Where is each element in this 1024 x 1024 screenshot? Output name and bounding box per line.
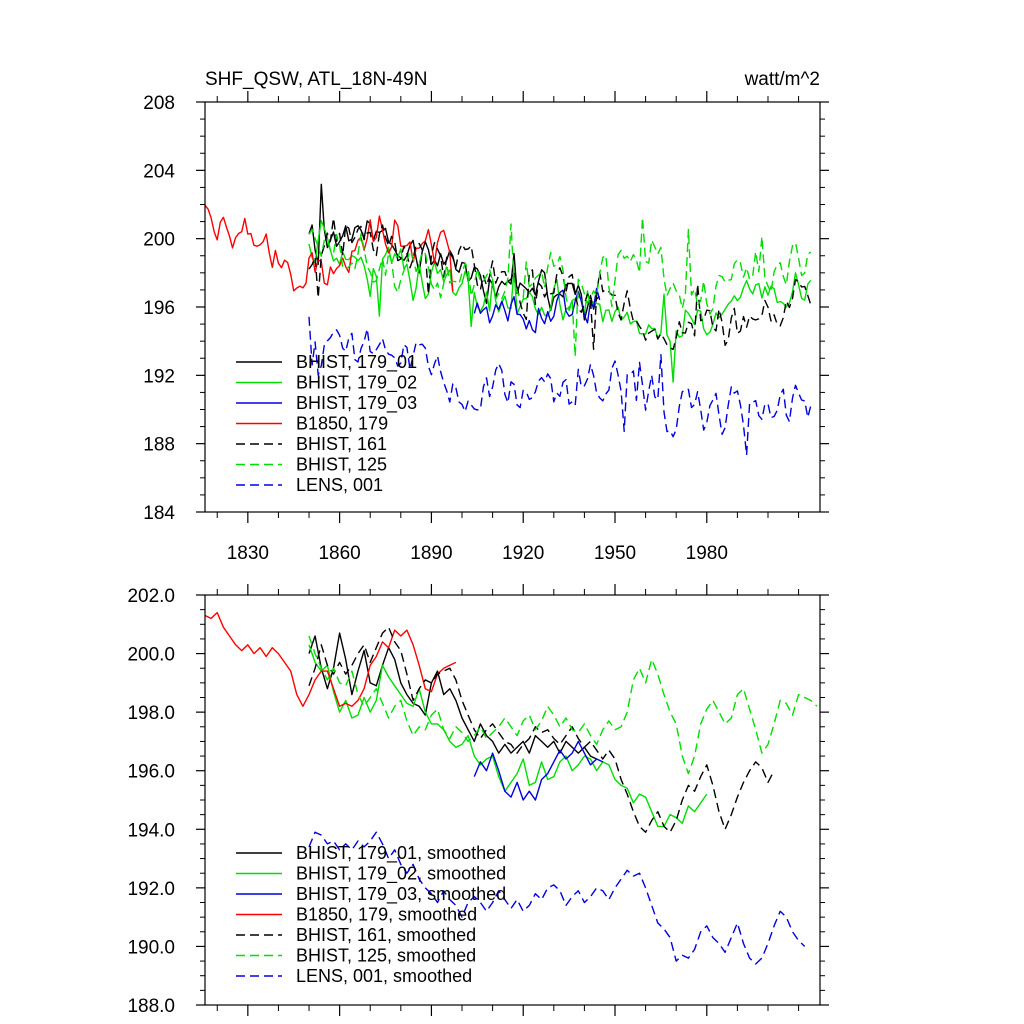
y-tick-label: 196: [143, 298, 175, 319]
series-line-2: [473, 740, 604, 801]
legend-label: BHIST, 161, smoothed: [296, 925, 476, 945]
series-line-5: [308, 635, 818, 775]
legend-label: BHIST, 161: [296, 434, 387, 454]
legend-label: BHIST, 179_02, smoothed: [296, 864, 506, 885]
series-line-1: [308, 644, 708, 828]
y-tick-label: 192.0: [127, 879, 175, 900]
x-tick-label: 1920: [502, 543, 544, 564]
legend-label: B1850, 179, smoothed: [296, 905, 477, 925]
y-tick-label: 200.0: [127, 645, 175, 666]
y-tick-label: 198.0: [127, 703, 175, 724]
legend-label: BHIST, 179_01, smoothed: [296, 843, 506, 864]
series-line-0: [308, 632, 597, 760]
x-tick-label: 1950: [594, 543, 636, 564]
series-line-4: [308, 626, 775, 833]
y-tick-label: 188: [143, 435, 175, 456]
plot-frame: [204, 101, 821, 513]
series-line-1: [308, 220, 812, 383]
bottom-panel: 188.0 190.0 192.0 194.0 196.0 198.0 200.0 202.0…: [127, 584, 829, 1017]
series-line-2: [473, 287, 601, 334]
top-panel: 184 188 192 196 200 204 208 1830 1860 1890 1920 195…: [143, 69, 829, 564]
y-tick-label: 208: [143, 93, 175, 114]
chart-title: SHF_QSW, ATL_18N-49N: [205, 69, 427, 90]
legend-label: BHIST, 125: [296, 455, 387, 475]
y-tick-label: 190.0: [127, 937, 175, 958]
legend-label: LENS, 001, smoothed: [296, 966, 472, 986]
y-tick-label: 196.0: [127, 762, 175, 783]
units-label: watt/m^2: [744, 69, 820, 90]
legend-label: BHIST, 179_03: [296, 393, 417, 414]
series-line-5: [308, 216, 812, 358]
legend-label: B1850, 179: [296, 414, 388, 434]
legend-label: BHIST, 179_01: [296, 352, 417, 373]
y-tick-label: 194.0: [127, 820, 175, 841]
y-tick-label: 188.0: [127, 996, 175, 1017]
x-tick-label: 1890: [410, 543, 452, 564]
y-tick-label: 184: [143, 503, 175, 524]
x-tick-label: 1830: [227, 543, 269, 564]
legend-label: BHIST, 125, smoothed: [296, 946, 476, 966]
x-tick-label: 1980: [686, 543, 728, 564]
series-line-6: [308, 316, 812, 456]
series-line-6: [308, 831, 806, 965]
legend-label: BHIST, 179_02: [296, 373, 417, 394]
y-tick-label: 204: [143, 161, 175, 182]
y-tick-label: 202.0: [127, 586, 175, 607]
x-tick-label: 1860: [318, 543, 360, 564]
y-tick-label: 192: [143, 366, 175, 387]
legend-label: BHIST, 179_03, smoothed: [296, 884, 506, 905]
series-line-3: [205, 611, 457, 707]
legend-label: LENS, 001: [296, 475, 383, 495]
series-line-3: [205, 204, 454, 292]
y-tick-label: 200: [143, 230, 175, 251]
series-line-4: [308, 217, 812, 351]
plot-frame: [204, 594, 821, 1006]
